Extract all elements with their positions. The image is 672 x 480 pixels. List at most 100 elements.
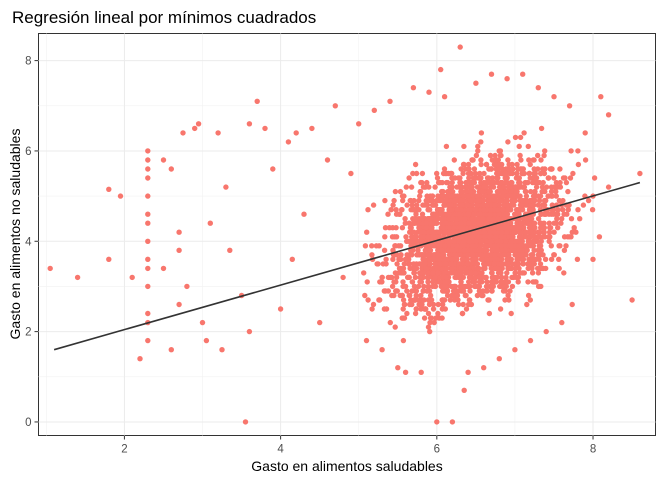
data-point <box>525 292 532 299</box>
data-point <box>449 419 456 425</box>
data-point <box>504 76 510 82</box>
data-point <box>466 297 473 303</box>
data-point <box>482 243 488 249</box>
data-point <box>443 261 449 267</box>
x-axis-title: Gasto en alimentos saludables <box>251 458 442 474</box>
data-point <box>404 288 410 294</box>
data-point <box>475 197 482 204</box>
data-point <box>502 175 508 181</box>
data-point <box>418 179 424 186</box>
x-tick-label: 4 <box>277 444 284 456</box>
data-point <box>400 337 407 344</box>
data-point <box>516 143 522 150</box>
data-point <box>495 270 502 276</box>
data-point <box>431 252 437 258</box>
data-point <box>526 238 533 244</box>
data-point <box>516 184 522 190</box>
data-point <box>432 234 439 240</box>
data-point <box>454 207 460 213</box>
data-point <box>458 188 464 195</box>
data-point <box>332 103 338 109</box>
y-tick-label: 2 <box>25 327 31 339</box>
data-point <box>494 188 501 195</box>
data-point <box>416 238 423 244</box>
data-point <box>444 288 451 294</box>
data-point <box>486 193 492 199</box>
data-point <box>447 297 453 303</box>
data-point <box>459 261 465 267</box>
data-point <box>424 270 431 276</box>
data-point <box>426 207 433 213</box>
data-point <box>270 166 276 172</box>
data-point <box>145 310 151 317</box>
data-point <box>393 252 400 258</box>
data-point <box>505 166 512 172</box>
data-point <box>505 157 511 163</box>
data-point <box>540 166 546 172</box>
data-point <box>392 324 398 330</box>
data-point <box>443 274 449 281</box>
data-point <box>483 220 490 226</box>
data-point <box>557 166 563 172</box>
data-point <box>474 193 480 199</box>
data-point <box>501 216 507 222</box>
data-point <box>460 161 467 168</box>
data-point <box>227 247 233 253</box>
data-point <box>457 184 463 190</box>
data-point <box>399 292 405 299</box>
data-point <box>415 283 422 290</box>
data-point <box>529 179 536 186</box>
data-point <box>551 184 557 190</box>
data-point <box>503 197 509 204</box>
data-point <box>518 243 524 249</box>
data-point <box>421 283 427 290</box>
data-point <box>484 175 491 181</box>
data-point <box>293 130 299 136</box>
data-point <box>393 225 399 231</box>
data-point <box>486 234 493 240</box>
data-point <box>465 211 472 217</box>
data-point <box>403 184 409 190</box>
data-point <box>409 279 415 285</box>
data-point <box>117 193 124 199</box>
data-point <box>549 193 555 199</box>
data-point <box>492 279 498 285</box>
data-point <box>540 265 546 272</box>
data-point <box>479 188 485 195</box>
data-point <box>365 297 371 303</box>
data-point <box>443 197 449 204</box>
data-point <box>440 188 446 195</box>
data-point <box>481 274 488 281</box>
data-point <box>356 121 362 127</box>
data-point <box>427 220 434 226</box>
data-point <box>364 279 370 285</box>
data-point <box>527 337 534 344</box>
data-point <box>516 175 522 181</box>
data-point <box>472 207 478 213</box>
data-point <box>396 243 402 249</box>
data-point <box>419 170 426 177</box>
data-point <box>553 179 560 186</box>
data-point <box>416 220 423 226</box>
data-point <box>464 256 471 262</box>
data-point <box>382 225 389 231</box>
data-point <box>511 229 517 235</box>
data-point <box>417 279 423 285</box>
data-point <box>605 112 612 118</box>
data-point <box>512 270 518 276</box>
data-point <box>317 319 323 326</box>
data-point <box>285 139 292 145</box>
data-point <box>160 265 167 272</box>
data-point <box>425 324 432 330</box>
data-point <box>404 238 410 244</box>
data-point <box>468 301 475 308</box>
data-point <box>450 216 456 222</box>
data-point <box>569 301 575 308</box>
data-point <box>402 220 408 226</box>
data-point <box>577 216 583 222</box>
data-point <box>500 288 507 294</box>
data-point <box>412 161 419 168</box>
data-point <box>589 207 596 213</box>
y-tick-label: 0 <box>25 417 31 429</box>
data-point <box>485 252 491 258</box>
